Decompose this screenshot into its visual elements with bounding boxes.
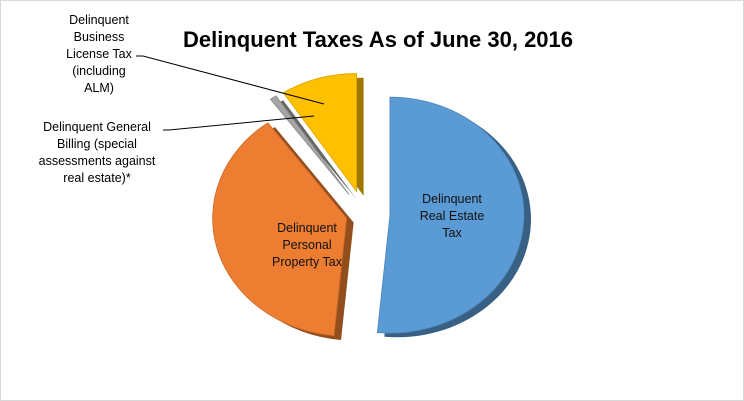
- pie-slice-4: [282, 73, 357, 193]
- slice-label-line: Billing (special: [57, 137, 137, 151]
- leader-lines: [136, 55, 325, 131]
- slice-label-line: Delinquent: [69, 13, 129, 27]
- leader-line-general-billing: [163, 115, 315, 131]
- leader-line-business-license: [136, 55, 325, 105]
- slice-label-line: Personal: [282, 238, 331, 252]
- pie-slices: [212, 73, 531, 340]
- slice-label-line: Tax: [442, 226, 462, 240]
- slice-label-line: Delinquent General: [43, 120, 151, 134]
- slice-labels: Delinquent Real Estate Tax Delinquent Person…: [39, 13, 485, 269]
- chart-title: Delinquent Taxes As of June 30, 2016: [183, 27, 573, 52]
- slice-label-line: Business: [74, 30, 125, 44]
- pie-slice-1: [376, 96, 525, 334]
- pie-slice-3: [269, 95, 350, 195]
- slice-label-line: assessments against: [39, 154, 156, 168]
- pie-slice-2: [212, 122, 348, 337]
- slice-label-line: Real Estate: [420, 209, 485, 223]
- slice-label-line: License Tax: [66, 47, 133, 61]
- slice-label-3: Delinquent General Billing (special assess…: [39, 120, 156, 185]
- slice-label-1: Delinquent Real Estate Tax: [420, 192, 485, 240]
- slice-label-4: Delinquent Business License Tax (including A…: [66, 13, 133, 95]
- slice-label-line: real estate)*: [63, 171, 131, 185]
- slice-label-2: Delinquent Personal Property Tax: [272, 221, 343, 269]
- slice-label-line: Delinquent: [277, 221, 337, 235]
- slice-label-line: (including: [72, 64, 126, 78]
- slice-label-line: ALM): [84, 81, 114, 95]
- slice-label-line: Delinquent: [422, 192, 482, 206]
- slice-label-line: Property Tax: [272, 255, 343, 269]
